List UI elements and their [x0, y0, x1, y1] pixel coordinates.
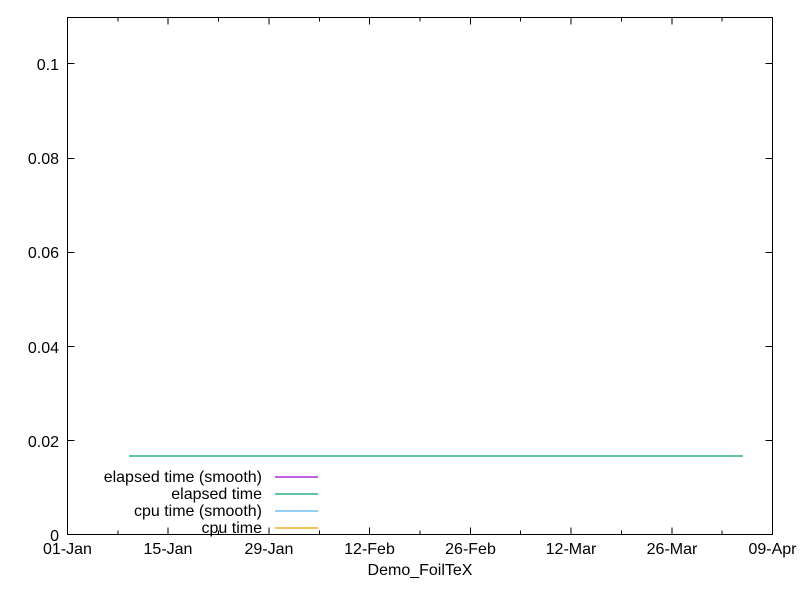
svg-text:0.02: 0.02	[28, 434, 59, 451]
svg-text:Demo_FoilTeX: Demo_FoilTeX	[368, 562, 473, 579]
svg-text:cpu time: cpu time	[202, 520, 263, 537]
svg-text:01-Jan: 01-Jan	[43, 541, 92, 558]
svg-text:elapsed time (smooth): elapsed time (smooth)	[104, 469, 262, 486]
svg-text:26-Mar: 26-Mar	[647, 541, 698, 558]
svg-text:09-Apr: 09-Apr	[748, 541, 797, 558]
svg-text:elapsed time: elapsed time	[171, 486, 262, 503]
svg-text:12-Mar: 12-Mar	[546, 541, 597, 558]
svg-text:0.04: 0.04	[28, 340, 59, 357]
svg-text:29-Jan: 29-Jan	[245, 541, 294, 558]
svg-text:0.08: 0.08	[28, 151, 59, 168]
svg-text:cpu time (smooth): cpu time (smooth)	[134, 503, 262, 520]
svg-text:0.06: 0.06	[28, 245, 59, 262]
svg-text:0.1: 0.1	[37, 57, 59, 74]
svg-text:12-Feb: 12-Feb	[344, 541, 395, 558]
svg-text:26-Feb: 26-Feb	[445, 541, 496, 558]
svg-text:15-Jan: 15-Jan	[144, 541, 193, 558]
